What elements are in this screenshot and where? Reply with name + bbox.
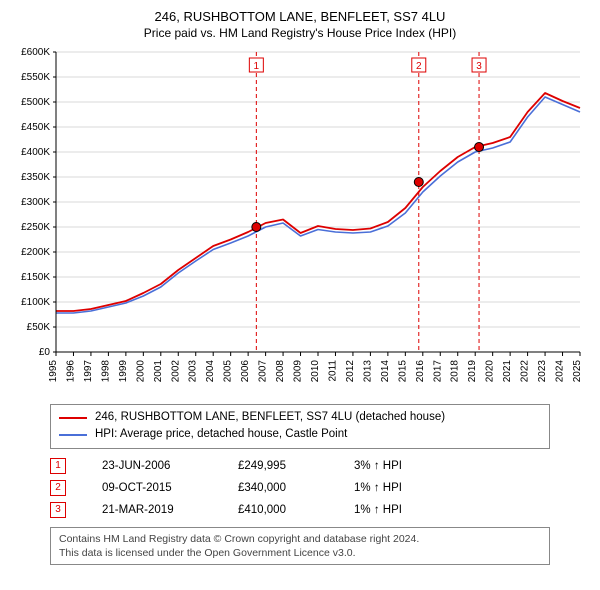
svg-text:2003: 2003 xyxy=(188,360,199,383)
event-row: 2 09-OCT-2015 £340,000 1% ↑ HPI xyxy=(50,477,590,499)
svg-text:£600K: £600K xyxy=(21,47,50,58)
svg-text:2018: 2018 xyxy=(450,360,461,383)
svg-text:2: 2 xyxy=(416,61,422,72)
event-marker-box: 1 xyxy=(50,458,66,474)
legend-item: 246, RUSHBOTTOM LANE, BENFLEET, SS7 4LU … xyxy=(59,409,541,426)
svg-text:2022: 2022 xyxy=(520,360,531,383)
svg-text:2009: 2009 xyxy=(293,360,304,383)
svg-text:2025: 2025 xyxy=(572,360,583,383)
chart-svg: £0 £50K £100K £150K £200K £250K £300K £350K £400… xyxy=(10,46,590,396)
events-table: 1 23-JUN-2006 £249,995 3% ↑ HPI 2 09-OCT… xyxy=(50,455,590,521)
event-marker-box: 3 xyxy=(50,502,66,518)
footer-line: Contains HM Land Registry data © Crown c… xyxy=(59,532,541,546)
svg-text:1998: 1998 xyxy=(100,360,111,383)
svg-text:2020: 2020 xyxy=(485,360,496,383)
svg-text:£500K: £500K xyxy=(21,97,50,108)
svg-text:£150K: £150K xyxy=(21,272,50,283)
event-row: 3 21-MAR-2019 £410,000 1% ↑ HPI xyxy=(50,499,590,521)
event-pct: 3% ↑ HPI xyxy=(354,460,444,472)
svg-text:£550K: £550K xyxy=(21,72,50,83)
svg-text:2001: 2001 xyxy=(153,360,164,383)
svg-text:2013: 2013 xyxy=(362,360,373,383)
svg-text:3: 3 xyxy=(476,61,482,72)
svg-text:£250K: £250K xyxy=(21,222,50,233)
svg-text:1997: 1997 xyxy=(83,360,94,383)
svg-text:1995: 1995 xyxy=(48,360,59,383)
svg-text:2010: 2010 xyxy=(310,360,321,383)
svg-text:1996: 1996 xyxy=(65,360,76,383)
legend-box: 246, RUSHBOTTOM LANE, BENFLEET, SS7 4LU … xyxy=(50,404,550,449)
event-price: £410,000 xyxy=(238,504,318,516)
svg-text:£400K: £400K xyxy=(21,147,50,158)
event-date: 23-JUN-2006 xyxy=(102,460,202,472)
svg-text:£200K: £200K xyxy=(21,247,50,258)
svg-text:2021: 2021 xyxy=(502,360,513,383)
legend-swatch xyxy=(59,417,87,419)
svg-text:2014: 2014 xyxy=(380,360,391,383)
legend-label: HPI: Average price, detached house, Cast… xyxy=(95,426,347,443)
event-pct: 1% ↑ HPI xyxy=(354,504,444,516)
footer-line: This data is licensed under the Open Gov… xyxy=(59,546,541,560)
svg-text:2019: 2019 xyxy=(467,360,478,383)
svg-text:2008: 2008 xyxy=(275,360,286,383)
chart-subtitle: Price paid vs. HM Land Registry's House … xyxy=(10,26,590,40)
svg-text:1999: 1999 xyxy=(118,360,129,383)
svg-text:2017: 2017 xyxy=(432,360,443,383)
event-date: 09-OCT-2015 xyxy=(102,482,202,494)
footer-box: Contains HM Land Registry data © Crown c… xyxy=(50,527,550,565)
svg-text:2024: 2024 xyxy=(555,360,566,383)
event-date: 21-MAR-2019 xyxy=(102,504,202,516)
svg-text:2012: 2012 xyxy=(345,360,356,383)
svg-text:2005: 2005 xyxy=(223,360,234,383)
svg-text:2015: 2015 xyxy=(397,360,408,383)
svg-text:2016: 2016 xyxy=(415,360,426,383)
svg-text:£0: £0 xyxy=(39,347,51,358)
svg-text:£100K: £100K xyxy=(21,297,50,308)
svg-text:2011: 2011 xyxy=(327,360,338,382)
chart-container: 246, RUSHBOTTOM LANE, BENFLEET, SS7 4LU … xyxy=(0,0,600,571)
svg-text:2004: 2004 xyxy=(205,360,216,383)
event-marker-box: 2 xyxy=(50,480,66,496)
svg-text:£350K: £350K xyxy=(21,172,50,183)
svg-text:£450K: £450K xyxy=(21,122,50,133)
svg-text:2006: 2006 xyxy=(240,360,251,383)
event-row: 1 23-JUN-2006 £249,995 3% ↑ HPI xyxy=(50,455,590,477)
legend-item: HPI: Average price, detached house, Cast… xyxy=(59,426,541,443)
svg-text:2007: 2007 xyxy=(258,360,269,383)
svg-text:£300K: £300K xyxy=(21,197,50,208)
legend-label: 246, RUSHBOTTOM LANE, BENFLEET, SS7 4LU … xyxy=(95,409,445,426)
svg-text:1: 1 xyxy=(254,61,260,72)
event-price: £340,000 xyxy=(238,482,318,494)
chart-plot: £0 £50K £100K £150K £200K £250K £300K £350K £400… xyxy=(10,46,590,396)
event-pct: 1% ↑ HPI xyxy=(354,482,444,494)
svg-text:£50K: £50K xyxy=(27,322,51,333)
svg-text:2023: 2023 xyxy=(537,360,548,383)
event-price: £249,995 xyxy=(238,460,318,472)
legend-swatch xyxy=(59,434,87,436)
svg-text:2000: 2000 xyxy=(135,360,146,383)
svg-text:2002: 2002 xyxy=(170,360,181,383)
chart-title: 246, RUSHBOTTOM LANE, BENFLEET, SS7 4LU xyxy=(10,8,590,26)
